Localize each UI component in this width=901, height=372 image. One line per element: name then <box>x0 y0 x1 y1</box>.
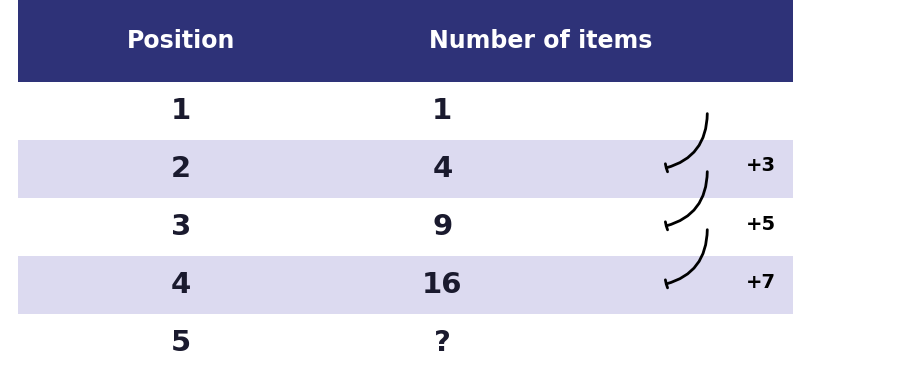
Text: 4: 4 <box>432 155 452 183</box>
FancyBboxPatch shape <box>18 314 343 372</box>
Text: 4: 4 <box>170 271 191 299</box>
Text: 16: 16 <box>422 271 462 299</box>
FancyBboxPatch shape <box>343 82 793 140</box>
FancyBboxPatch shape <box>343 314 793 372</box>
Text: 9: 9 <box>432 213 452 241</box>
FancyBboxPatch shape <box>18 82 343 140</box>
FancyBboxPatch shape <box>343 0 793 82</box>
FancyBboxPatch shape <box>18 0 343 82</box>
Text: Position: Position <box>126 29 235 53</box>
Text: 3: 3 <box>170 213 191 241</box>
Text: +5: +5 <box>746 215 777 234</box>
FancyBboxPatch shape <box>343 198 793 256</box>
Text: +7: +7 <box>746 273 777 292</box>
Text: 1: 1 <box>432 97 452 125</box>
Text: 5: 5 <box>170 329 191 357</box>
Text: Number of items: Number of items <box>430 29 653 53</box>
FancyBboxPatch shape <box>343 256 793 314</box>
Text: 2: 2 <box>170 155 191 183</box>
FancyBboxPatch shape <box>18 256 343 314</box>
Text: 1: 1 <box>170 97 191 125</box>
Text: +3: +3 <box>746 157 777 176</box>
FancyBboxPatch shape <box>18 140 343 198</box>
FancyBboxPatch shape <box>18 198 343 256</box>
FancyBboxPatch shape <box>343 140 793 198</box>
Text: ?: ? <box>434 329 450 357</box>
